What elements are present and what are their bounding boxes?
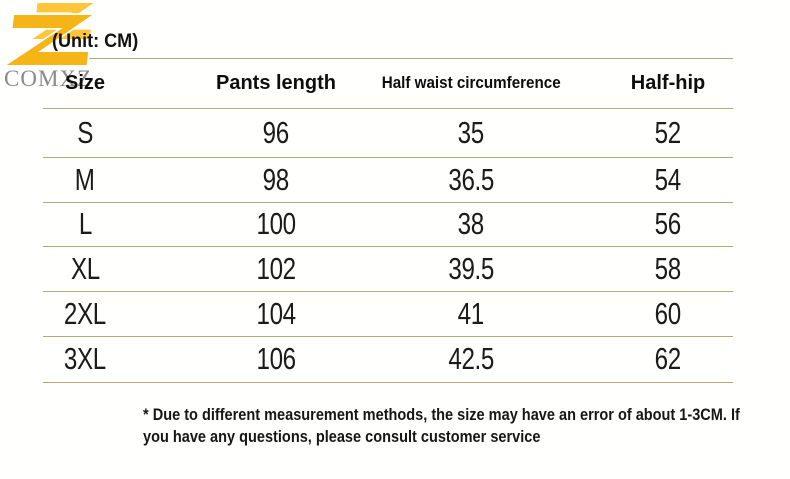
measurement-value: 41 bbox=[457, 295, 485, 331]
divider-line bbox=[43, 291, 733, 292]
divider-line bbox=[43, 202, 733, 203]
brand-logo-icon bbox=[2, 3, 98, 67]
divider-line bbox=[43, 336, 733, 337]
measurement-value: 36.5 bbox=[448, 161, 494, 197]
column-header-half-waist: Half waist circumference bbox=[381, 73, 561, 92]
size-label: XL bbox=[70, 250, 100, 286]
measurement-value: 56 bbox=[654, 206, 682, 241]
divider-line bbox=[85, 58, 733, 59]
table-row: XL 102 39.5 58 bbox=[0, 246, 776, 291]
measurement-value: 38 bbox=[457, 206, 485, 241]
table-row: S 96 35 52 bbox=[0, 108, 776, 157]
size-label: M bbox=[75, 161, 95, 197]
unit-label: (Unit: CM) bbox=[52, 31, 139, 52]
column-header-half-hip: Half-hip bbox=[630, 71, 706, 94]
measurement-value: 39.5 bbox=[448, 250, 494, 286]
measurement-value: 54 bbox=[654, 161, 682, 197]
measurement-value: 42.5 bbox=[448, 341, 494, 376]
divider-line bbox=[43, 382, 733, 383]
measurement-value: 96 bbox=[262, 114, 290, 150]
size-label: S bbox=[77, 114, 93, 150]
measurement-value: 100 bbox=[256, 206, 296, 241]
measurement-value: 62 bbox=[654, 341, 682, 376]
divider-line bbox=[43, 108, 733, 109]
table-header-row: Size Pants length Half waist circumferen… bbox=[0, 58, 776, 108]
measurement-value: 102 bbox=[256, 250, 296, 286]
size-label: 2XL bbox=[64, 295, 106, 331]
measurement-value: 104 bbox=[256, 295, 296, 331]
divider-line bbox=[43, 157, 733, 158]
measurement-disclaimer: * Due to different measurement methods, … bbox=[143, 405, 740, 447]
table-row: M 98 36.5 54 bbox=[0, 157, 776, 202]
column-header-pants-length: Pants length bbox=[215, 71, 336, 94]
size-label: 3XL bbox=[64, 341, 106, 376]
brand-name: COMXZ bbox=[4, 66, 93, 91]
measurement-value: 60 bbox=[654, 295, 682, 331]
table-row: 2XL 104 41 60 bbox=[0, 291, 776, 336]
table-row: L 100 38 56 bbox=[0, 202, 776, 246]
measurement-value: 52 bbox=[654, 114, 682, 150]
measurement-value: 58 bbox=[654, 250, 682, 286]
measurement-value: 106 bbox=[256, 341, 296, 376]
column-header-size: Size bbox=[64, 71, 106, 94]
measurement-value: 98 bbox=[262, 161, 290, 197]
measurement-value: 35 bbox=[457, 114, 485, 150]
size-table: Size Pants length Half waist circumferen… bbox=[0, 58, 776, 382]
size-label: L bbox=[78, 206, 92, 241]
divider-line bbox=[43, 246, 733, 247]
table-row: 3XL 106 42.5 62 bbox=[0, 336, 776, 382]
